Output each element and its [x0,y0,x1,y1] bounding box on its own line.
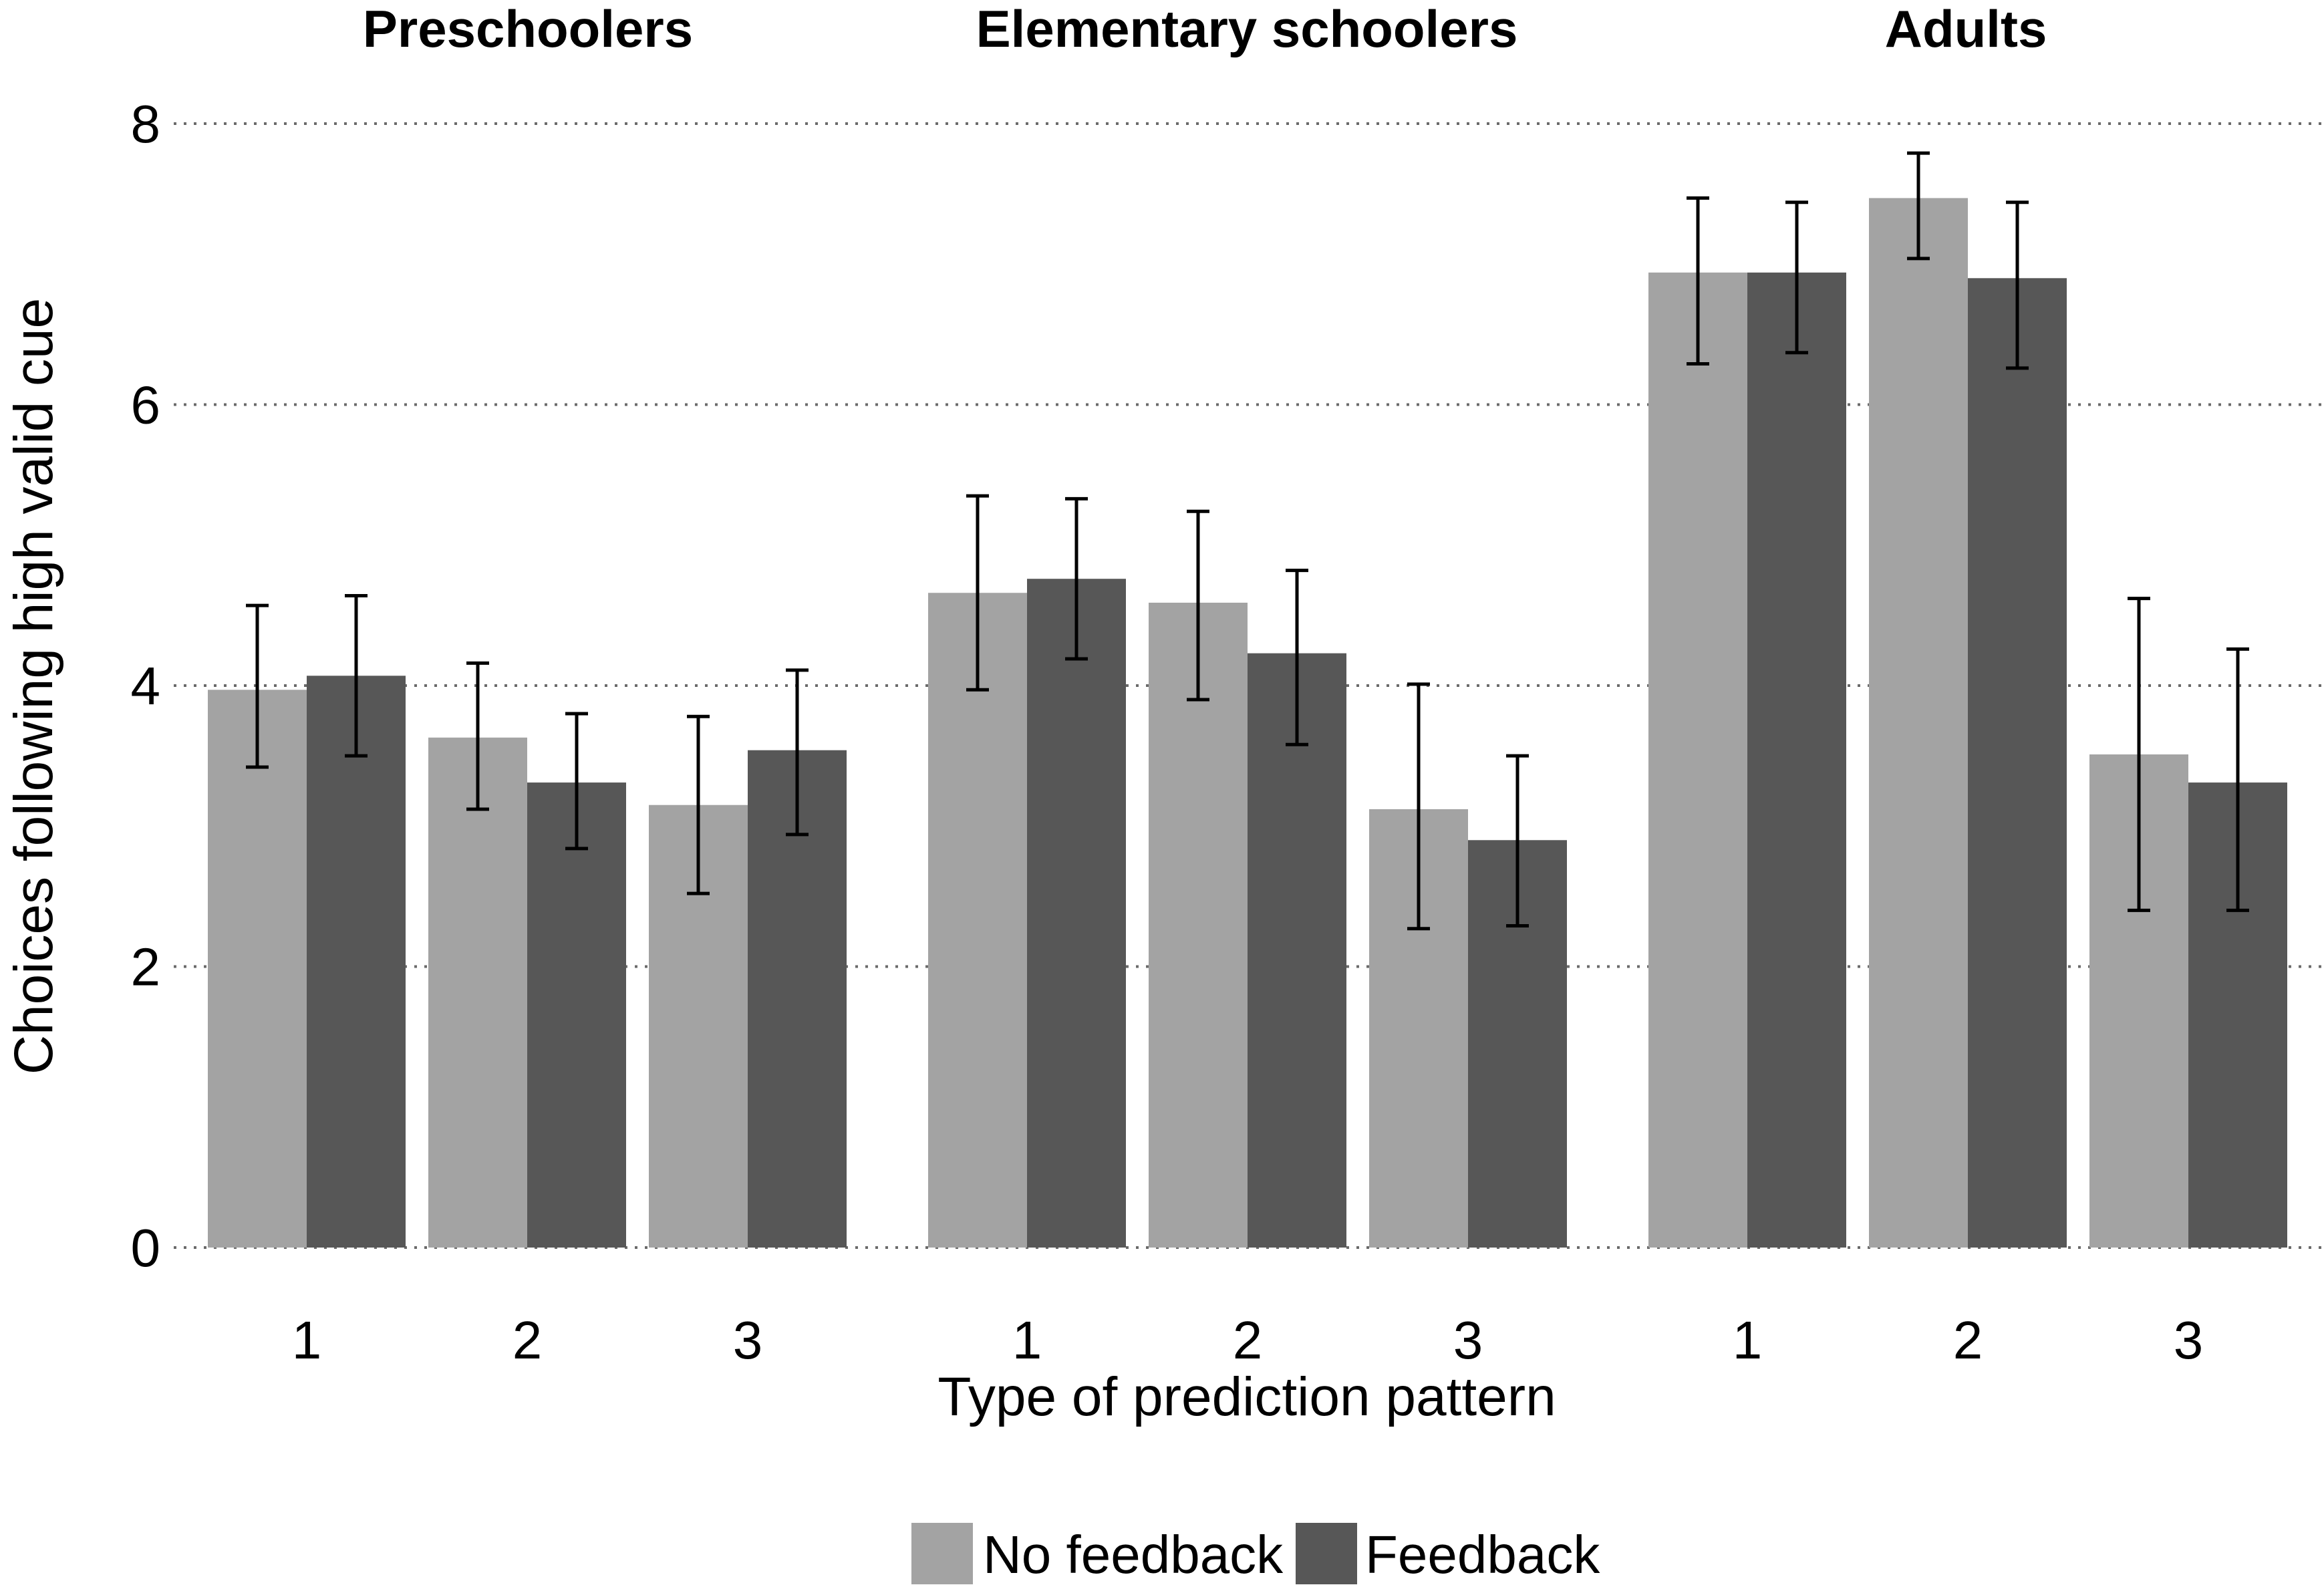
error-bar-1-1-feedback [1065,496,1088,661]
x-tick-label-2-1: 1 [1733,1310,1763,1370]
error-bar-2-3-no-feedback [2128,597,2150,912]
x-tick-label-0-3: 3 [733,1310,763,1370]
bar-2-2-feedback [1968,278,2067,1248]
x-tick-label-0-2: 2 [513,1310,543,1370]
x-tick-label-1-3: 3 [1453,1310,1483,1370]
x-tick-label-0-1: 1 [292,1310,322,1370]
bar-2-1-no-feedback [1648,272,1747,1248]
legend: No feedback Feedback [911,1523,1600,1584]
error-bar-0-2-no-feedback [466,661,489,811]
bar-0-2-no-feedback [428,737,527,1248]
x-axis-title: Type of prediction pattern [937,1366,1556,1427]
bar-0-1-no-feedback [208,690,307,1248]
panel-title-0: Preschoolers [363,0,693,58]
bar-0-1-feedback [307,676,406,1248]
error-bar-2-1-feedback [1785,200,1808,355]
error-bar-1-2-no-feedback [1187,509,1209,702]
error-bar-1-2-feedback [1286,569,1308,746]
x-tick-label-2-3: 3 [2174,1310,2204,1370]
bar-1-1-no-feedback [928,593,1027,1248]
error-bar-0-2-feedback [565,712,588,851]
error-bar-0-1-feedback [345,593,368,758]
y-tick-label-0: 0 [131,1218,161,1278]
error-bar-1-3-no-feedback [1407,682,1430,931]
y-axis-title: Choices following high valid cue [3,298,64,1074]
error-bar-2-1-no-feedback [1687,196,1709,366]
error-bar-0-3-feedback [786,668,809,837]
error-bars [246,151,2249,931]
bar-0-2-feedback [527,782,626,1248]
bar-1-2-feedback [1248,653,1346,1248]
legend-label-no-feedback: No feedback [983,1525,1284,1584]
error-bar-0-3-no-feedback [687,714,710,895]
x-tick-label-1-2: 2 [1233,1310,1263,1370]
y-tick-label-8: 8 [131,94,161,154]
error-bar-1-1-no-feedback [966,494,989,692]
error-bar-2-3-feedback [2226,647,2249,912]
error-bar-2-2-feedback [2006,200,2029,370]
labels: 0 2 4 6 8 Preschoolers 1 2 3 Elementary schoolers… [131,0,2204,1370]
panel-title-2: Adults [1885,0,2047,58]
error-bar-0-1-no-feedback [246,603,269,769]
legend-swatch-no-feedback [911,1523,973,1584]
error-bar-1-3-feedback [1506,754,1529,928]
error-bar-2-2-no-feedback [1907,151,1930,261]
bar-1-1-feedback [1027,579,1126,1248]
bar-2-2-no-feedback [1869,198,1968,1248]
bar-2-1-feedback [1747,272,1846,1248]
legend-label-feedback: Feedback [1365,1525,1600,1584]
y-tick-label-2: 2 [131,937,161,997]
panel-title-1: Elementary schoolers [976,0,1518,58]
bar-1-2-no-feedback [1149,602,1248,1248]
bars [208,198,2287,1248]
legend-swatch-feedback [1296,1523,1357,1584]
x-tick-label-2-2: 2 [1953,1310,1983,1370]
x-tick-label-1-1: 1 [1012,1310,1042,1370]
y-tick-label-6: 6 [131,376,161,435]
y-tick-label-4: 4 [131,656,161,716]
